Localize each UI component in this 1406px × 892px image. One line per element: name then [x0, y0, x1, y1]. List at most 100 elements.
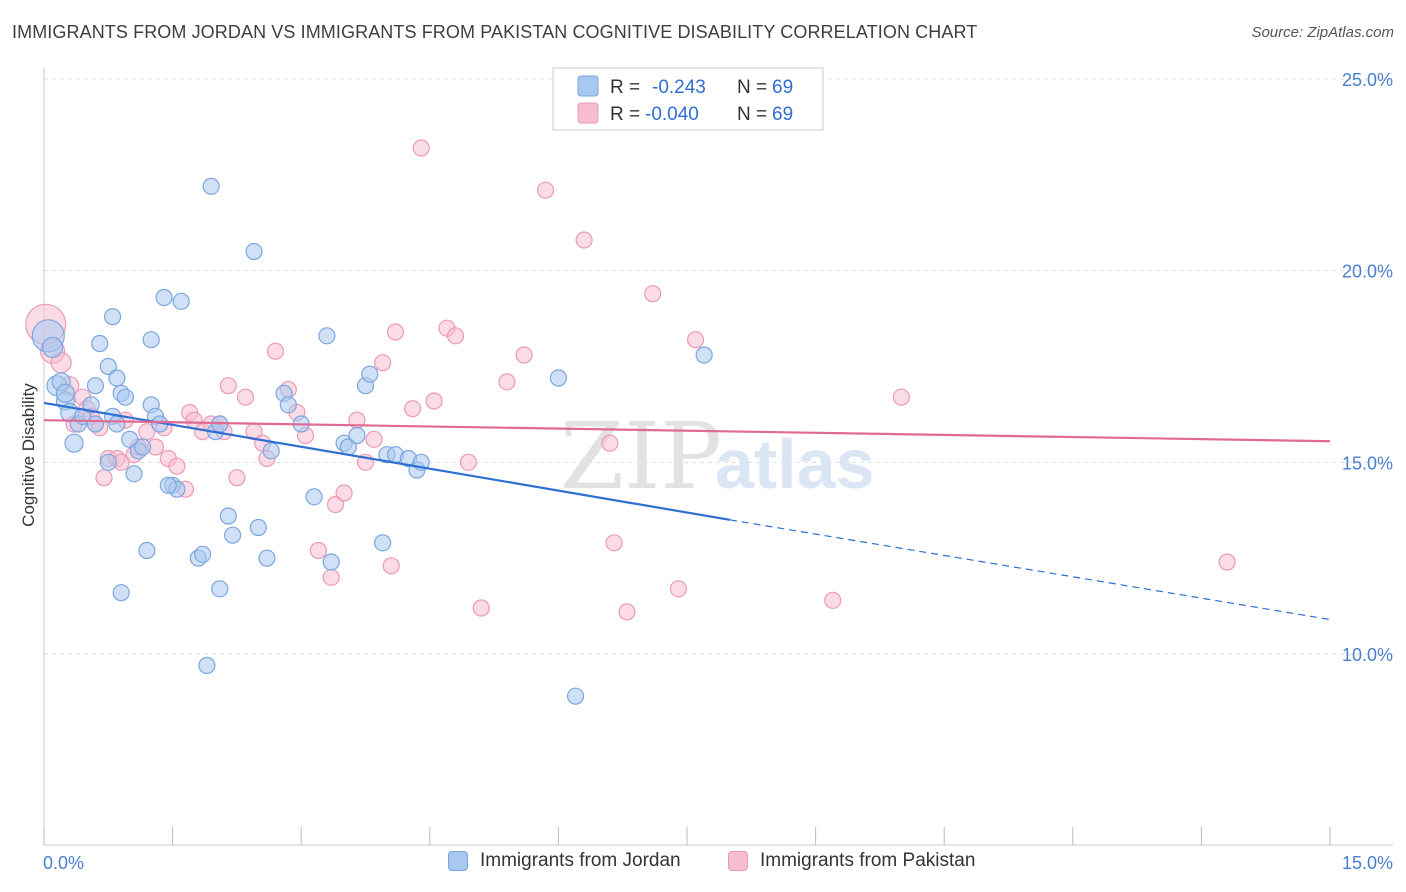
jordan-point — [142, 331, 160, 349]
pakistan-point — [425, 392, 443, 410]
jordan-point — [224, 526, 242, 544]
gridlines — [44, 78, 1393, 655]
legend-item-pakistan[interactable]: Immigrants from Pakistan — [728, 850, 975, 872]
stats-n-value-jordan: 69 — [772, 77, 793, 98]
jordan-point — [125, 465, 143, 483]
pakistan-point — [382, 557, 400, 575]
chart-title: IMMIGRANTS FROM JORDAN VS IMMIGRANTS FRO… — [12, 22, 978, 42]
pakistan-point — [618, 603, 636, 621]
stats-r-label-pakistan: R = — [610, 104, 640, 125]
pakistan-point — [498, 373, 516, 391]
pakistan-point — [1218, 553, 1236, 571]
legend-label-jordan: Immigrants from Jordan — [480, 850, 681, 871]
pakistan-point — [824, 591, 842, 609]
jordan-point — [318, 327, 336, 345]
jordan-point — [138, 541, 156, 560]
watermark-zip: ZIP — [560, 403, 722, 510]
jordan-point — [322, 553, 340, 571]
pakistan-point — [669, 580, 688, 598]
jordan-point — [198, 656, 216, 675]
jordan-point — [566, 687, 585, 705]
jordan-point — [155, 288, 173, 307]
x-tick-label-min: 0.0% — [43, 853, 84, 873]
jordan-point — [219, 507, 237, 525]
jordan-point — [211, 580, 229, 598]
y-tick-label: 15.0% — [1342, 453, 1393, 473]
jordan-point — [55, 383, 76, 403]
pakistan-point — [446, 327, 465, 345]
stats-n-label-pakistan: N = — [737, 104, 767, 125]
jordan-point — [159, 476, 177, 494]
pakistan-point — [228, 469, 246, 487]
jordan-point — [549, 369, 568, 387]
jordan-point — [194, 545, 212, 563]
x-tick-label-max: 15.0% — [1342, 853, 1393, 873]
pakistan-point — [536, 181, 555, 199]
jordan-point — [64, 433, 84, 453]
jordan-point — [348, 426, 366, 445]
pakistan-point — [605, 534, 623, 552]
pakistan-points — [25, 139, 1236, 621]
jordan-point — [305, 488, 323, 506]
y-tick-label: 20.0% — [1342, 262, 1393, 282]
jordan-point — [172, 292, 190, 310]
stats-n-value-pakistan: 69 — [772, 104, 793, 125]
jordan-point — [249, 518, 267, 537]
jordan-point — [41, 336, 64, 358]
pakistan-point — [459, 453, 477, 471]
bottom-legend: Immigrants from Jordan Immigrants from P… — [0, 850, 1406, 880]
stats-r-value-jordan: -0.243 — [652, 77, 706, 98]
jordan-point — [99, 357, 117, 376]
pakistan-point — [335, 484, 353, 502]
jordan-point — [112, 584, 130, 602]
y-axis-label: Cognitive Disability — [19, 383, 38, 527]
trend-lines — [43, 401, 1331, 621]
stats-r-value-pakistan: -0.040 — [645, 104, 699, 125]
jordan-point — [108, 415, 126, 433]
stats-swatch-jordan — [577, 75, 599, 97]
jordan-point — [116, 388, 135, 406]
pakistan-point — [601, 434, 619, 452]
jordan-point — [374, 534, 392, 552]
pakistan-point — [374, 354, 392, 372]
y-tick-label: 10.0% — [1342, 645, 1393, 665]
pakistan-point — [515, 346, 533, 364]
jordan-point — [91, 334, 109, 353]
pakistan-point — [95, 469, 113, 487]
pakistan-point — [219, 377, 237, 395]
jordan-point — [82, 396, 100, 414]
jordan-point — [361, 365, 379, 383]
jordan-point — [262, 442, 280, 460]
axes — [43, 68, 1393, 846]
trendline-pakistan — [43, 419, 1331, 443]
jordan-point — [103, 308, 122, 326]
jordan-point — [121, 430, 139, 448]
y-tick-labels: 10.0% 15.0% 20.0% 25.0% — [1342, 70, 1393, 665]
y-tick-label: 25.0% — [1342, 70, 1393, 90]
legend-swatch-pakistan — [728, 851, 748, 871]
jordan-point — [695, 346, 713, 364]
jordan-point — [86, 377, 105, 395]
jordan-point — [133, 438, 152, 456]
pakistan-point — [322, 568, 340, 586]
source-label: Source: ZipAtlas.com — [1251, 24, 1394, 41]
stats-legend: R = -0.243 N = 69 R = -0.040 N = 69 — [552, 67, 824, 131]
pakistan-point — [404, 400, 422, 418]
pakistan-point — [266, 342, 285, 360]
legend-item-jordan[interactable]: Immigrants from Jordan — [448, 850, 681, 872]
pakistan-point — [412, 139, 430, 157]
pakistan-point — [365, 430, 383, 448]
stats-swatch-pakistan — [577, 102, 599, 124]
pakistan-point — [168, 457, 186, 475]
pakistan-point — [386, 323, 405, 341]
jordan-point — [108, 369, 126, 387]
jordan-point — [279, 396, 297, 414]
jordan-point — [86, 415, 105, 433]
pakistan-point — [309, 541, 327, 560]
pakistan-point — [575, 231, 593, 249]
pakistan-point — [644, 285, 662, 303]
legend-label-pakistan: Immigrants from Pakistan — [760, 850, 976, 871]
pakistan-point — [326, 495, 345, 514]
jordan-point — [202, 177, 220, 195]
